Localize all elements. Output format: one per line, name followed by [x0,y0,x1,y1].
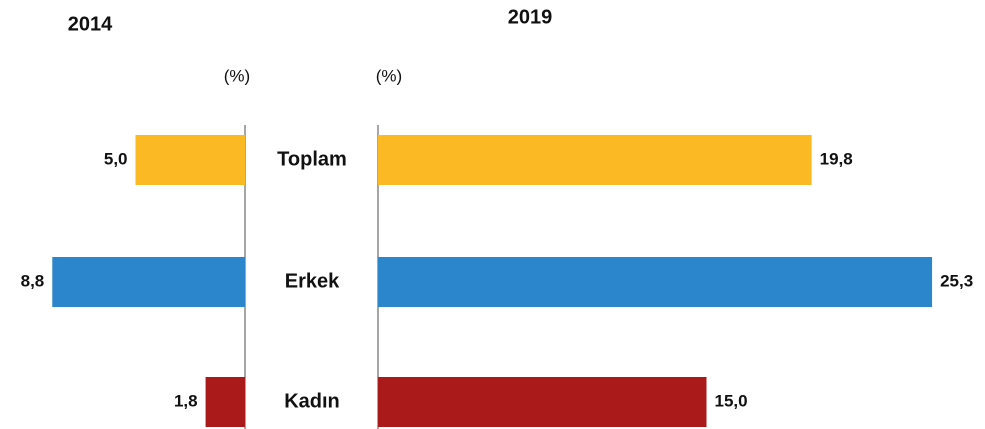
bar [378,377,707,427]
category-label: Kadın [284,390,340,412]
unit-label: (%) [224,66,250,85]
value-label: 25,3 [940,271,973,290]
chart-title: 2014 [68,13,113,35]
value-label: 5,0 [104,149,128,168]
category-label: Toplam [277,148,347,170]
value-label: 15,0 [715,391,748,410]
value-label: 8,8 [21,271,45,290]
unit-label: (%) [376,66,402,85]
category-label: Erkek [285,270,340,292]
value-label: 1,8 [174,391,198,410]
bar [135,135,245,185]
bar [378,135,812,185]
chart-title: 2019 [508,6,553,28]
value-label: 19,8 [820,149,853,168]
bar [205,377,245,427]
bar [52,257,245,307]
bar [378,257,933,307]
